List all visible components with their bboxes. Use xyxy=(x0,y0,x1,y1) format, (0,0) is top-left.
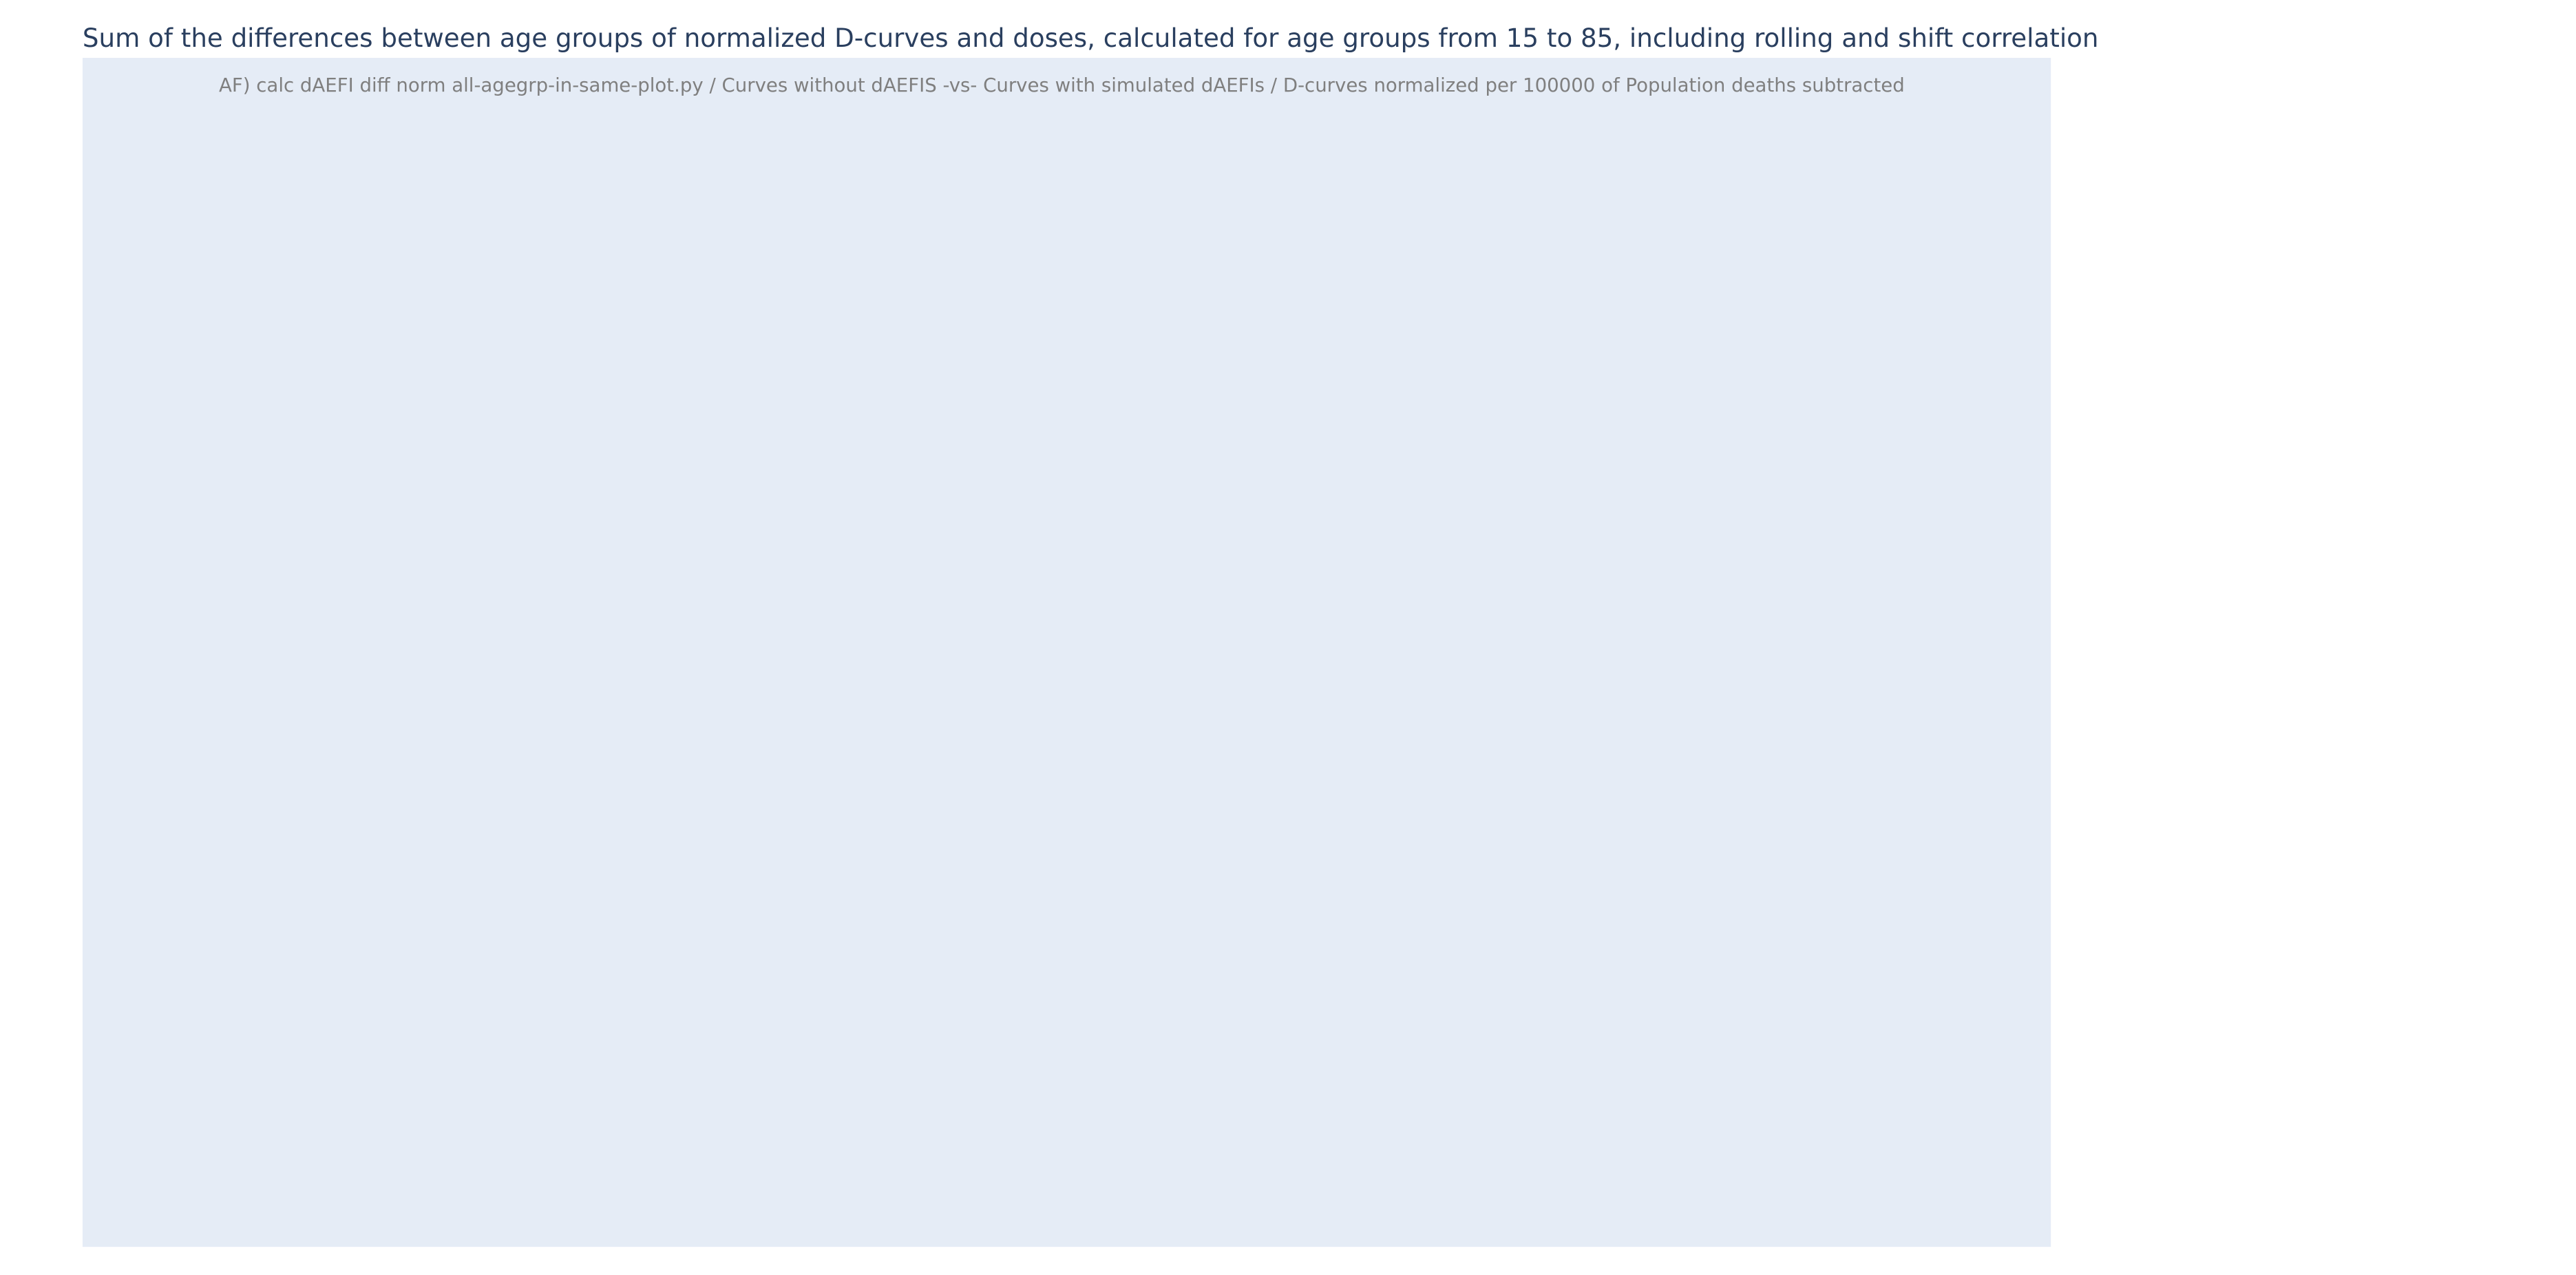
chart-title: Sum of the differences between age group… xyxy=(83,23,2099,53)
plot-background xyxy=(82,58,2051,1247)
annotation: AF) calc dAEFI diff norm all-agegrp-in-s… xyxy=(219,74,1905,96)
